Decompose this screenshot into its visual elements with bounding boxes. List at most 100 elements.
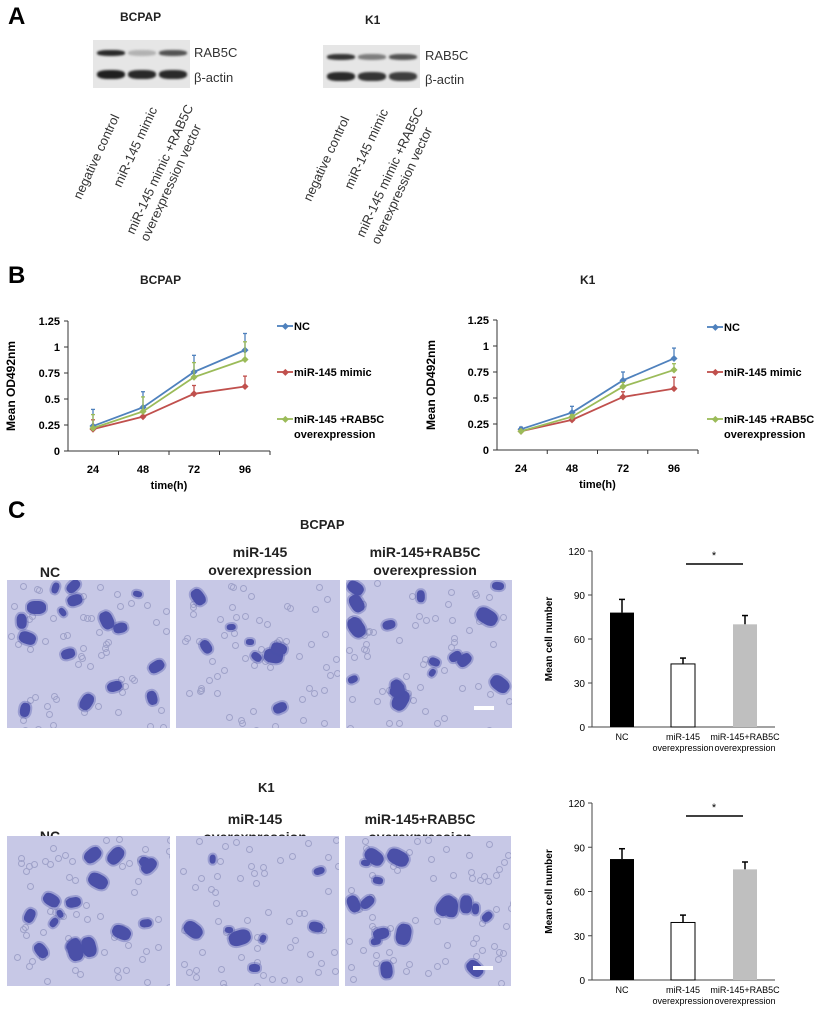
cell [371,926,391,942]
pore [466,852,474,860]
pore [432,615,440,623]
pore [119,862,127,870]
pore [334,862,339,870]
data-point [568,413,576,421]
series-line [92,349,246,427]
pore [116,836,124,844]
microscopy-image [7,836,170,986]
pore [448,589,456,597]
pore [485,593,493,601]
pore [96,628,104,636]
pore [232,641,240,649]
pore [405,960,413,968]
pore [473,935,481,943]
pore [141,846,149,854]
bar [610,612,634,727]
pore [72,911,80,919]
legend-label: miR-145 +RAB5C [294,414,384,426]
pore [128,599,136,607]
y-tick-label: 30 [574,679,586,690]
pore [295,975,303,983]
series-line [92,358,246,429]
cell [474,604,501,629]
blot-title-k1: K1 [365,13,381,27]
pore [232,838,240,846]
bar [733,869,757,980]
y-axis-label: Mean OD492nm [4,341,18,431]
pore [425,837,433,845]
pore [128,674,136,682]
pore [216,616,224,624]
cell [491,581,505,591]
pore [206,677,214,685]
pore [29,613,37,621]
pore [434,962,442,970]
pore [236,874,244,882]
legend-label: miR-145 +RAB5C [724,414,814,426]
pore [71,876,79,884]
pore [291,937,299,945]
cell [379,960,393,980]
pore [75,661,83,669]
blot-row-label: RAB5C [425,48,469,63]
y-tick-label: 0 [579,723,585,734]
pore [17,854,25,862]
pore [466,627,474,635]
pore [190,611,198,619]
pore [218,965,226,973]
pore [440,715,448,723]
pore [346,646,353,654]
series-line [520,357,675,431]
pore [207,885,215,893]
y-tick-label: 0 [54,446,60,458]
microscopy-image [176,580,340,728]
x-tick-label: 72 [617,463,629,475]
cell [16,613,28,629]
pore [216,858,224,866]
cell [132,589,143,598]
blot-row-label: β-actin [194,70,234,85]
data-point [619,383,627,391]
x-tick-label: 96 [239,464,251,476]
significance-star: * [712,802,717,814]
pore [165,848,170,856]
pore [425,970,433,978]
pore [485,877,493,885]
pore [21,726,29,728]
series-line [520,369,675,433]
microscopy-image [345,836,511,986]
cell [458,894,473,914]
pore [311,689,319,697]
x-tick-label: 24 [87,464,100,476]
pore [50,844,58,852]
significance-star: * [712,550,717,562]
row-title: BCPAP [300,517,345,532]
pore [451,638,459,646]
pore [287,604,294,612]
data-point [670,385,678,393]
pore [115,973,123,981]
pore [506,698,512,706]
pore [50,615,58,623]
pore [373,960,381,968]
pore [50,721,58,728]
cell [372,875,383,885]
cell [208,854,216,864]
pore [135,877,143,885]
pore [238,953,246,961]
pore [280,976,288,984]
pore [433,719,441,727]
line-chart-k1: 0 0.25 0.5 0.75 1 1.25 24 48 72 96 time(h) Mean OD4… [424,315,814,491]
lane-label: negative control [300,113,353,204]
blot-band [128,49,156,56]
y-tick-label: 90 [574,843,586,854]
pore [422,708,430,716]
x-tick-label: 48 [566,463,578,475]
y-tick-label: 120 [568,547,585,558]
pore [158,707,166,715]
pore [428,856,436,864]
pore [390,956,398,964]
cell [416,590,426,602]
